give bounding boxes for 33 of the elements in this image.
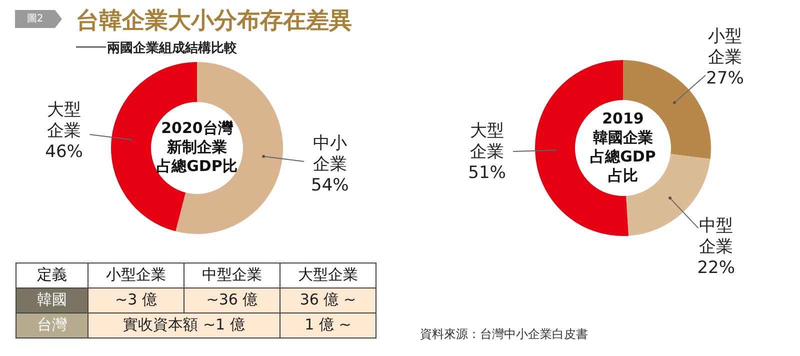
category-label: 台灣 xyxy=(37,316,67,334)
slice-label: 小型企業 xyxy=(708,26,742,68)
text: 占比 xyxy=(608,166,638,185)
text: 2019 xyxy=(602,110,644,128)
category-label: 定義 xyxy=(37,266,67,284)
text: 1 億 ~ xyxy=(304,316,352,334)
label-tag: 圖2 xyxy=(15,10,62,28)
slice-label: 大型企業 xyxy=(47,100,82,141)
text: ~36 億 xyxy=(206,290,258,309)
text: ~3 億 xyxy=(115,290,157,309)
caption: 圖2 xyxy=(26,14,44,25)
category-label: 中型企業 xyxy=(202,266,262,284)
text: 2020台灣 xyxy=(161,119,234,138)
slice-label: 中小企業 xyxy=(312,133,347,174)
slice-label: 中型企業 xyxy=(699,216,734,257)
text: 36 億 ~ xyxy=(300,290,356,309)
category-label: 大型企業 xyxy=(298,266,358,284)
source-note: 資料來源：台灣中小企業白皮書 xyxy=(420,327,588,341)
data-label: 22% xyxy=(697,258,735,278)
data-label: 51% xyxy=(468,162,506,183)
slice-label: 大型企業 xyxy=(470,120,504,162)
text: 占總GDP比 xyxy=(156,157,238,176)
chart-subtitle: 兩國企業組成結構比較 xyxy=(107,41,238,56)
data-label: 54% xyxy=(311,175,349,196)
text: 實收資本額 ~1 億 xyxy=(123,316,245,334)
category-label: 小型企業 xyxy=(106,266,166,284)
chart-title: 台韓企業大小分布存在差異 xyxy=(76,7,352,34)
text: 韓國企業 xyxy=(593,128,653,147)
text: 占總GDP xyxy=(590,148,656,166)
data-label: 27% xyxy=(706,68,744,89)
data-label: 46% xyxy=(45,142,83,162)
text: 新制企業 xyxy=(166,138,227,156)
category-label: 韓國 xyxy=(37,290,67,309)
